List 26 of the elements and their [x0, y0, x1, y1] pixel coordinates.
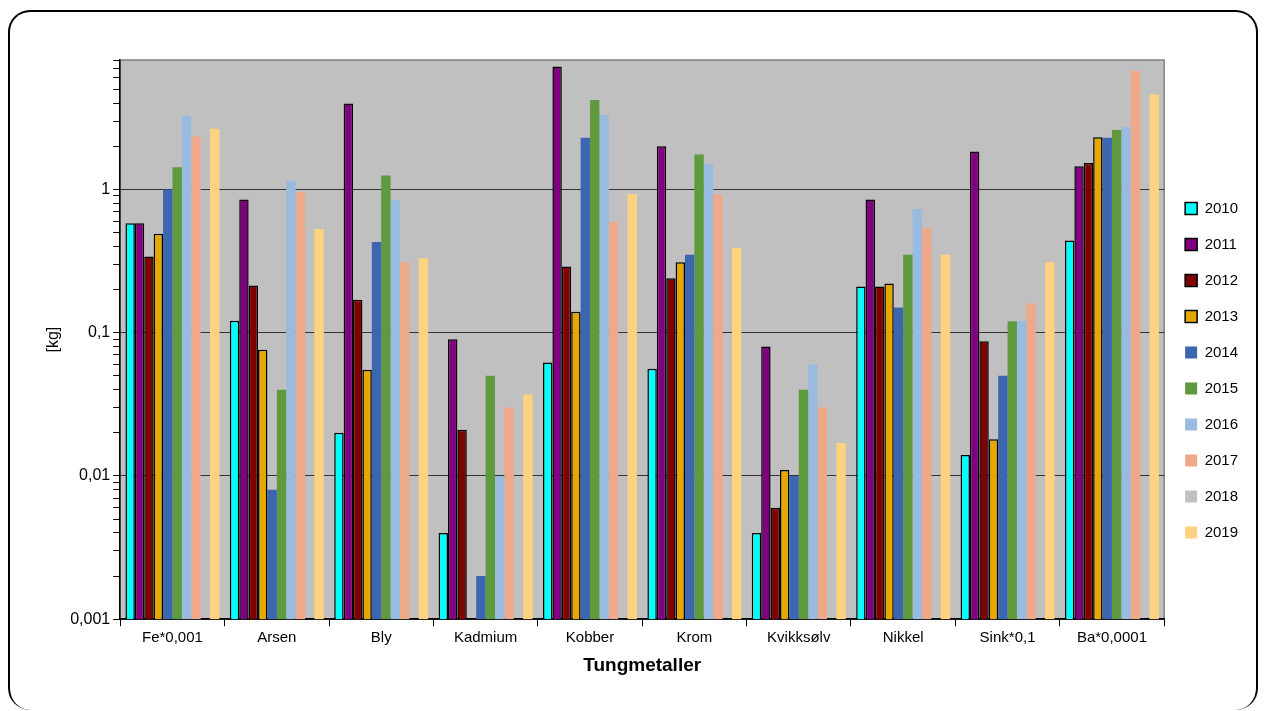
y-tick-label: 1 — [101, 179, 111, 197]
legend-label: 2013 — [1204, 306, 1239, 324]
y-axis-title: [kg] — [44, 326, 62, 353]
y-tick-label: 0,01 — [79, 466, 111, 484]
legend-label: 2010 — [1204, 198, 1239, 216]
x-tick-label: Fe*0,001 — [141, 628, 203, 646]
x-axis-title: Tungmetaller — [583, 653, 702, 675]
x-tick-label: Krom — [676, 628, 713, 646]
x-tick-label: Bly — [370, 628, 393, 646]
legend-label: 2014 — [1204, 342, 1239, 360]
legend-label: 2015 — [1204, 378, 1239, 396]
x-tick-label: Kadmium — [453, 628, 518, 646]
x-tick-label: Arsen — [257, 628, 297, 646]
x-tick-label: Kobber — [565, 628, 615, 646]
legend-label: 2011 — [1204, 234, 1237, 252]
y-tick-label: 0,1 — [87, 323, 111, 341]
legend-label: 2019 — [1204, 522, 1239, 540]
x-tick-label: Nikkel — [882, 628, 924, 646]
x-tick-label: Ba*0,0001 — [1076, 628, 1147, 646]
legend-label: 2017 — [1204, 450, 1239, 468]
x-tick-label: Kvikksølv — [767, 628, 831, 646]
legend-label: 2018 — [1204, 486, 1239, 504]
x-tick-label: Sink*0,1 — [979, 628, 1036, 646]
legend-label: 2016 — [1204, 414, 1239, 432]
legend-label: 2012 — [1204, 270, 1239, 288]
y-tick-label: 0,001 — [70, 609, 111, 627]
